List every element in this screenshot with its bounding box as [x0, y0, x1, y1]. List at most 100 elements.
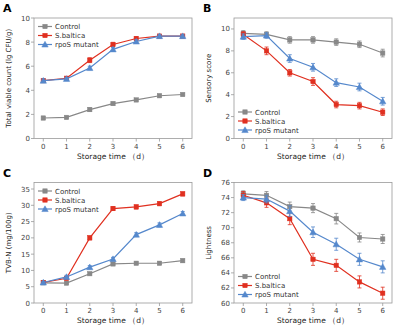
point	[88, 58, 92, 62]
x-tick	[382, 139, 383, 142]
error-bar	[334, 101, 338, 108]
point	[87, 264, 93, 270]
y-tick-label: 72	[221, 209, 230, 217]
y-tick-label: 62	[221, 284, 230, 292]
error-cap	[381, 115, 385, 116]
plot-frame	[34, 183, 192, 304]
error-cap	[381, 272, 385, 273]
error-bar	[334, 39, 338, 46]
error-bar	[311, 204, 315, 213]
legend-entry: Control	[38, 188, 80, 196]
error-cap	[334, 271, 338, 272]
point	[111, 101, 115, 105]
panel-title: B	[203, 2, 211, 15]
y-tick	[231, 116, 234, 117]
x-tick	[136, 303, 137, 306]
legend-label: Control	[55, 23, 80, 31]
point	[240, 33, 246, 39]
error-cap	[311, 212, 315, 213]
error-bar	[157, 94, 161, 97]
point	[134, 261, 138, 265]
series-line	[43, 36, 182, 81]
error-cap	[311, 71, 315, 72]
error-cap	[381, 243, 385, 244]
error-bar	[311, 37, 315, 44]
point	[180, 210, 186, 216]
legend-entry: S.baltica	[238, 118, 285, 126]
error-cap	[334, 259, 338, 260]
data-area	[240, 31, 386, 116]
error-cap	[311, 36, 315, 37]
y-tick	[31, 18, 34, 19]
point	[181, 92, 185, 96]
x-tick	[113, 139, 114, 142]
error-cap	[265, 191, 269, 192]
point	[357, 280, 361, 284]
point	[181, 192, 185, 196]
error-bar	[65, 116, 69, 118]
x-tick-label: 3	[311, 307, 315, 315]
error-cap	[288, 43, 292, 44]
error-cap	[311, 203, 315, 204]
legend: ControlS.balticarpoS mutant	[38, 188, 99, 214]
panel: 02468100123456Storage time （d）Total viab…	[3, 2, 192, 161]
error-bar	[88, 236, 92, 240]
error-bar	[134, 98, 138, 101]
x-tick-label: 6	[180, 143, 185, 151]
y-tick-label: 60	[221, 300, 230, 308]
legend: ControlS.balticarpoS mutant	[38, 23, 99, 49]
error-bar	[134, 205, 138, 209]
x-tick-label: 5	[357, 307, 361, 315]
error-bar	[288, 69, 292, 76]
y-tick	[31, 303, 34, 304]
legend-label: rpoS mutant	[255, 291, 299, 299]
y-tick-label: 4	[226, 91, 231, 99]
y-tick-label: 6	[26, 63, 31, 71]
error-cap	[265, 47, 269, 48]
point	[63, 274, 69, 280]
point	[334, 263, 338, 267]
y-tick-label: 4	[26, 87, 31, 95]
y-tick	[231, 242, 234, 243]
figure: 02468100123456Storage time （d）Total viab…	[0, 0, 400, 329]
point	[287, 208, 293, 214]
y-tick	[31, 138, 34, 139]
x-tick	[313, 303, 314, 306]
point	[288, 216, 292, 220]
point	[157, 201, 161, 205]
error-cap	[381, 299, 385, 300]
error-bar	[381, 287, 385, 299]
y-tick-label: 30	[21, 202, 30, 210]
legend-marker	[42, 206, 48, 212]
error-cap	[288, 62, 292, 63]
y-tick	[31, 254, 34, 255]
point	[311, 206, 315, 210]
y-tick	[231, 138, 234, 139]
point	[311, 257, 315, 261]
error-cap	[241, 190, 245, 191]
point	[157, 94, 161, 98]
point	[40, 279, 46, 285]
error-cap	[265, 54, 269, 55]
point	[334, 216, 338, 220]
series-line	[43, 213, 182, 282]
x-tick-label: 6	[380, 143, 385, 151]
x-axis-label: Storage time （d）	[77, 152, 149, 161]
point	[64, 115, 68, 119]
legend: ControlS.balticarpoS mutant	[238, 109, 299, 135]
x-tick	[336, 303, 337, 306]
error-cap	[357, 90, 361, 91]
x-tick-label: 0	[241, 143, 245, 151]
point	[111, 206, 115, 210]
y-tick	[31, 286, 34, 287]
error-cap	[357, 108, 361, 109]
y-tick-label: 68	[221, 239, 230, 247]
y-tick-label: 2	[26, 111, 30, 119]
point	[156, 222, 162, 228]
point	[134, 98, 138, 102]
plot-frame	[34, 18, 192, 139]
error-cap	[381, 105, 385, 106]
point	[181, 258, 185, 262]
error-bar	[181, 192, 185, 196]
error-cap	[357, 275, 361, 276]
